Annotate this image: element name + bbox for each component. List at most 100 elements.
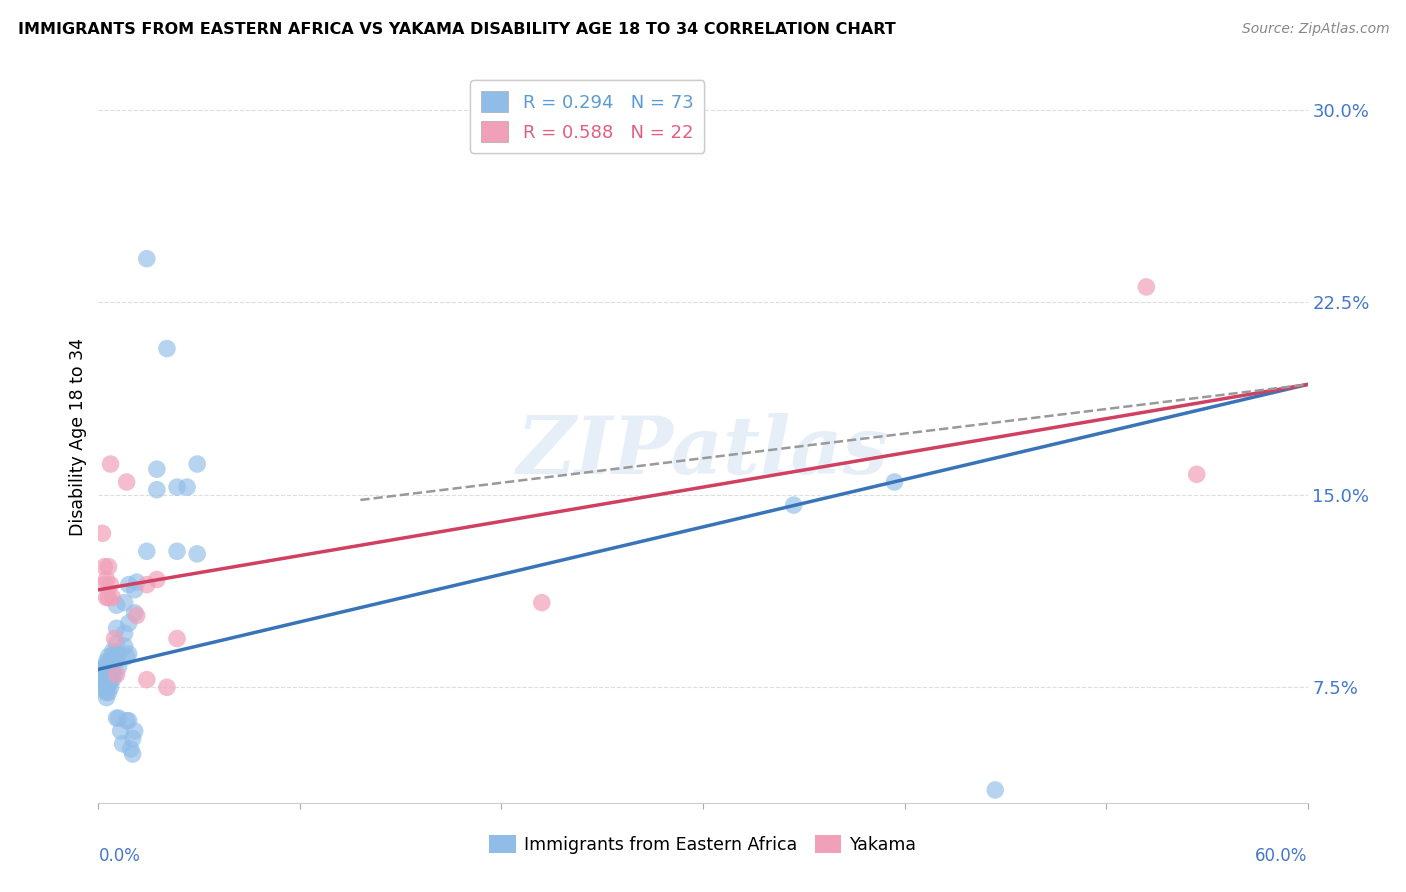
Point	[100, 457, 122, 471]
Point	[146, 573, 169, 587]
Point	[105, 652, 128, 666]
Point	[93, 577, 115, 591]
Point	[101, 591, 124, 605]
Point	[93, 667, 115, 681]
Point	[125, 608, 148, 623]
Point	[91, 675, 114, 690]
Point	[135, 544, 157, 558]
Point	[101, 673, 124, 687]
Point	[118, 616, 141, 631]
Point	[101, 665, 124, 679]
Legend: R = 0.294   N = 73, R = 0.588   N = 22: R = 0.294 N = 73, R = 0.588 N = 22	[470, 80, 704, 153]
Point	[984, 783, 1007, 797]
Point	[1135, 280, 1157, 294]
Point	[100, 577, 122, 591]
Point	[97, 673, 120, 687]
Point	[91, 526, 114, 541]
Point	[93, 559, 115, 574]
Point	[124, 723, 146, 738]
Point	[97, 678, 120, 692]
Point	[103, 647, 125, 661]
Point	[91, 670, 114, 684]
Point	[530, 596, 553, 610]
Point	[96, 681, 118, 695]
Point	[176, 480, 198, 494]
Text: 60.0%: 60.0%	[1256, 847, 1308, 864]
Point	[97, 667, 120, 681]
Point	[93, 673, 115, 687]
Point	[103, 657, 125, 672]
Point	[107, 711, 129, 725]
Point	[100, 652, 122, 666]
Point	[124, 582, 146, 597]
Point	[110, 723, 132, 738]
Point	[1185, 467, 1208, 482]
Point	[135, 673, 157, 687]
Point	[96, 670, 118, 684]
Point	[107, 660, 129, 674]
Point	[783, 498, 806, 512]
Point	[114, 626, 136, 640]
Point	[100, 681, 122, 695]
Point	[105, 598, 128, 612]
Y-axis label: Disability Age 18 to 34: Disability Age 18 to 34	[69, 338, 87, 536]
Text: 0.0%: 0.0%	[98, 847, 141, 864]
Point	[89, 662, 111, 676]
Point	[166, 480, 188, 494]
Point	[96, 690, 118, 705]
Point	[120, 742, 142, 756]
Point	[118, 714, 141, 728]
Point	[103, 632, 125, 646]
Point	[100, 673, 122, 687]
Legend: Immigrants from Eastern Africa, Yakama: Immigrants from Eastern Africa, Yakama	[482, 829, 924, 861]
Point	[91, 662, 114, 676]
Point	[97, 660, 120, 674]
Point	[97, 559, 120, 574]
Point	[97, 591, 120, 605]
Point	[115, 714, 138, 728]
Point	[115, 475, 138, 489]
Point	[101, 655, 124, 669]
Point	[166, 544, 188, 558]
Point	[97, 649, 120, 664]
Point	[100, 667, 122, 681]
Point	[156, 342, 179, 356]
Point	[105, 637, 128, 651]
Point	[115, 649, 138, 664]
Point	[114, 639, 136, 653]
Point	[100, 660, 122, 674]
Point	[186, 547, 208, 561]
Point	[118, 577, 141, 591]
Point	[93, 678, 115, 692]
Point	[105, 667, 128, 681]
Point	[125, 575, 148, 590]
Text: IMMIGRANTS FROM EASTERN AFRICA VS YAKAMA DISABILITY AGE 18 TO 34 CORRELATION CHA: IMMIGRANTS FROM EASTERN AFRICA VS YAKAMA…	[18, 22, 896, 37]
Point	[118, 647, 141, 661]
Point	[96, 662, 118, 676]
Point	[156, 681, 179, 695]
Point	[103, 667, 125, 681]
Point	[96, 573, 118, 587]
Point	[111, 737, 134, 751]
Point	[107, 647, 129, 661]
Point	[93, 660, 115, 674]
Point	[186, 457, 208, 471]
Point	[883, 475, 905, 489]
Point	[96, 675, 118, 690]
Text: ZIPatlas: ZIPatlas	[517, 413, 889, 491]
Point	[105, 621, 128, 635]
Text: Source: ZipAtlas.com: Source: ZipAtlas.com	[1241, 22, 1389, 37]
Point	[121, 731, 143, 746]
Point	[146, 483, 169, 497]
Point	[135, 577, 157, 591]
Point	[97, 685, 120, 699]
Point	[96, 685, 118, 699]
Point	[166, 632, 188, 646]
Point	[105, 711, 128, 725]
Point	[121, 747, 143, 761]
Point	[114, 596, 136, 610]
Point	[96, 591, 118, 605]
Point	[124, 606, 146, 620]
Point	[135, 252, 157, 266]
Point	[146, 462, 169, 476]
